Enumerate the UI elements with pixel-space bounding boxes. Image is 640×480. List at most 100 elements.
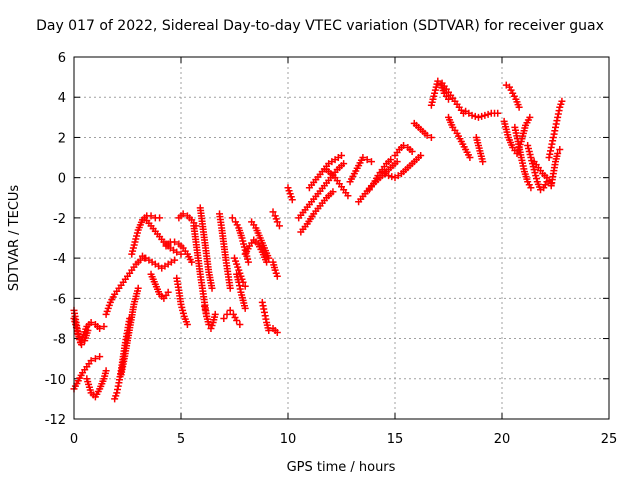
series-arc-43	[462, 107, 502, 121]
data-point	[340, 160, 348, 168]
series-arc-34	[346, 154, 375, 186]
data-point	[423, 131, 431, 139]
y-tick-label: -8	[53, 333, 66, 348]
data-point	[427, 133, 435, 141]
data-point	[484, 110, 492, 118]
y-tick-label: 2	[58, 131, 66, 146]
data-point	[136, 256, 144, 264]
data-point	[84, 327, 92, 335]
data-point	[434, 77, 442, 85]
series-arc-49	[530, 158, 555, 188]
data-point	[244, 258, 252, 266]
series-arc-51	[547, 146, 564, 190]
data-point	[220, 314, 228, 322]
series-arc-30	[295, 160, 348, 222]
series-arc-47	[511, 123, 535, 192]
y-tick-label: 4	[58, 91, 66, 106]
y-axis-label: SDTVAR / TECUs	[7, 185, 22, 292]
data-point	[147, 212, 155, 220]
data-point	[479, 158, 487, 166]
data-point	[408, 148, 416, 156]
series-arc-12	[162, 238, 196, 266]
data-point	[515, 103, 523, 111]
data-point	[554, 150, 562, 158]
y-tick-label: -6	[53, 292, 66, 307]
data-point	[91, 355, 99, 363]
series-arc-10	[138, 252, 179, 272]
series-arc-9	[141, 214, 185, 258]
data-point	[417, 152, 425, 160]
data-point	[478, 112, 486, 120]
data-point	[273, 218, 281, 226]
data-point	[359, 154, 367, 162]
data-point	[288, 196, 296, 204]
series-arc-17	[201, 302, 219, 332]
series-arc-18	[216, 210, 234, 292]
series-arc-23	[241, 236, 271, 266]
data-point	[400, 141, 408, 149]
series-arc-33	[323, 166, 352, 200]
series-arc-45	[502, 81, 523, 111]
data-point	[338, 152, 345, 160]
data-point	[265, 254, 273, 262]
y-tick-label: -10	[45, 373, 66, 388]
series-arc-36	[365, 156, 395, 194]
data-point	[527, 184, 535, 192]
data-point	[387, 156, 395, 164]
data-point	[388, 173, 396, 181]
series-arc-22	[233, 270, 249, 312]
data-point	[233, 316, 241, 324]
y-tick-label: 0	[58, 172, 66, 187]
data-point	[171, 256, 179, 264]
data-point	[211, 310, 219, 318]
data-point	[236, 320, 244, 328]
series-arc-16	[196, 204, 216, 292]
data-point	[474, 113, 482, 121]
series-arc-25	[258, 298, 273, 335]
x-axis-label: GPS time / hours	[287, 460, 396, 475]
data-point	[273, 272, 281, 280]
data-point	[177, 250, 185, 258]
series-arc-50	[545, 97, 566, 162]
data-point	[100, 322, 108, 330]
axis-ticks: 0 5 10 15 20 25 -12 -10 -8 -6 -4 -2 0 2 4 6	[45, 51, 618, 447]
data-point	[164, 288, 172, 296]
data-point	[171, 238, 179, 246]
data-point	[273, 329, 281, 337]
data-point	[223, 310, 231, 318]
x-tick-label: 5	[177, 432, 185, 447]
series-arc-19	[220, 306, 244, 328]
chart-title: Day 017 of 2022, Sidereal Day-to-day VTE…	[36, 18, 604, 34]
data-point	[179, 210, 187, 218]
data-point	[393, 158, 401, 166]
data-point	[526, 113, 534, 121]
y-tick-label: 6	[58, 51, 66, 66]
grid	[74, 57, 609, 419]
x-tick-label: 25	[601, 432, 618, 447]
data-point	[87, 357, 95, 365]
series-arc-13	[173, 274, 191, 328]
data-point	[363, 156, 371, 164]
data-point	[275, 222, 283, 230]
data-point	[466, 154, 474, 162]
series-arc-29	[284, 184, 296, 204]
y-tick-label: -4	[53, 252, 66, 267]
data-point	[494, 109, 502, 117]
series-arc-39	[410, 119, 435, 141]
data-point	[241, 304, 249, 312]
y-tick-label: -2	[53, 212, 66, 227]
series-arc-48	[524, 141, 551, 194]
data-point	[556, 146, 564, 154]
series-arc-44	[472, 133, 487, 166]
data-point	[134, 284, 142, 292]
series-arc-24	[248, 218, 273, 262]
data-point	[87, 318, 95, 326]
series-arc-7	[117, 284, 142, 379]
series-arc-5	[102, 254, 149, 318]
data-point	[102, 367, 110, 375]
data-point	[96, 325, 104, 332]
series-arc-37	[378, 152, 425, 182]
series-arc-41	[438, 79, 467, 117]
data-point	[344, 192, 352, 200]
